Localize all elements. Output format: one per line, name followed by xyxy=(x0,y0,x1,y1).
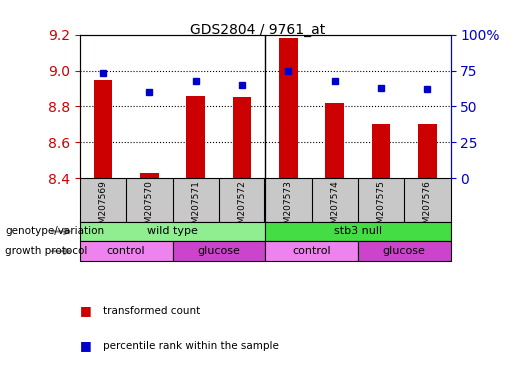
Text: GSM207576: GSM207576 xyxy=(423,180,432,235)
Text: growth protocol: growth protocol xyxy=(5,246,88,256)
Bar xyxy=(186,96,205,179)
Text: ■: ■ xyxy=(80,339,92,352)
Text: stb3 null: stb3 null xyxy=(334,227,382,237)
Text: GSM207571: GSM207571 xyxy=(191,180,200,235)
Bar xyxy=(325,103,344,179)
Bar xyxy=(372,124,390,179)
Text: control: control xyxy=(293,246,331,256)
Bar xyxy=(80,241,173,261)
Text: control: control xyxy=(107,246,146,256)
Text: percentile rank within the sample: percentile rank within the sample xyxy=(103,341,279,351)
Text: glucose: glucose xyxy=(197,246,241,256)
Text: ■: ■ xyxy=(80,305,92,318)
Bar xyxy=(418,124,437,179)
Text: GSM207574: GSM207574 xyxy=(330,180,339,235)
Bar xyxy=(94,79,112,179)
Bar xyxy=(279,38,298,179)
Bar xyxy=(358,241,451,261)
Bar xyxy=(265,241,358,261)
Text: GSM207572: GSM207572 xyxy=(237,180,247,235)
Bar xyxy=(233,98,251,179)
Text: GSM207575: GSM207575 xyxy=(376,180,386,235)
Text: transformed count: transformed count xyxy=(103,306,200,316)
Text: GSM207570: GSM207570 xyxy=(145,180,154,235)
Text: wild type: wild type xyxy=(147,227,198,237)
Bar xyxy=(80,222,265,241)
Text: glucose: glucose xyxy=(383,246,426,256)
Bar xyxy=(173,241,265,261)
Text: GDS2804 / 9761_at: GDS2804 / 9761_at xyxy=(190,23,325,37)
Text: genotype/variation: genotype/variation xyxy=(5,227,104,237)
Text: GSM207569: GSM207569 xyxy=(98,180,108,235)
Text: GSM207573: GSM207573 xyxy=(284,180,293,235)
Bar xyxy=(140,173,159,179)
Bar xyxy=(265,222,451,241)
